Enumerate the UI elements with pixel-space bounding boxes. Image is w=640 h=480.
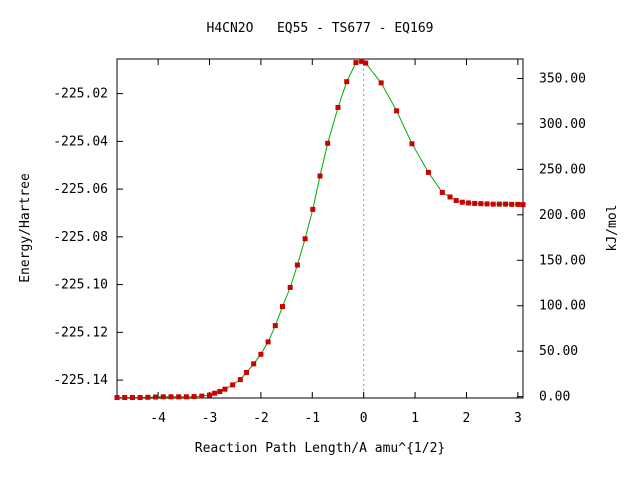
data-point <box>515 201 521 207</box>
data-point <box>244 369 250 375</box>
data-point <box>207 392 213 398</box>
data-point <box>114 395 120 401</box>
data-point <box>310 206 316 212</box>
y2-tick-label: 250.00 <box>539 162 586 177</box>
x-tick-label: -1 <box>304 411 320 426</box>
data-point <box>409 141 415 147</box>
x-axis-label: Reaction Path Length/A amu^{1/2} <box>195 441 445 456</box>
x-tick-label: 1 <box>411 411 419 426</box>
data-point <box>176 394 182 400</box>
data-point <box>378 80 384 86</box>
data-point <box>459 199 465 205</box>
data-point <box>359 58 365 64</box>
data-point <box>279 304 285 310</box>
data-point <box>272 323 278 329</box>
data-point <box>344 79 350 85</box>
x-tick-label: 3 <box>514 411 522 426</box>
y-tick-label: -225.02 <box>53 87 108 102</box>
data-point <box>509 201 515 207</box>
y-tick-label: -225.08 <box>53 230 108 245</box>
data-point <box>168 394 174 400</box>
x-tick-label: -4 <box>150 411 166 426</box>
data-point <box>129 395 135 401</box>
data-point <box>335 104 341 110</box>
data-point <box>237 377 243 383</box>
data-point <box>122 395 128 401</box>
data-point <box>137 395 143 401</box>
y2-tick-labels: 0.00 50.00 100.00 150.00 200.00 250.00 300.00 3… <box>539 71 586 404</box>
y-tick-label: -225.14 <box>53 373 108 388</box>
data-point <box>145 394 151 400</box>
data-point <box>160 394 166 400</box>
y2-tick-label: 100.00 <box>539 299 586 314</box>
y-axis-label: Energy/Hartree <box>18 173 33 283</box>
energy-curve <box>117 60 524 398</box>
x-tick-label: -3 <box>202 411 218 426</box>
data-point <box>212 390 218 396</box>
x-tick-labels: -4 -3 -2 -1 0 1 2 3 <box>150 411 521 426</box>
y-tick-labels: -225.02 -225.04 -225.06 -225.08 -225.10 -225.… <box>53 87 108 388</box>
data-point <box>222 386 228 392</box>
data-point <box>484 201 490 207</box>
data-point <box>447 194 453 200</box>
data-point <box>466 200 472 206</box>
y2-axis-label: kJ/mol <box>605 205 620 252</box>
data-point <box>453 198 459 204</box>
data-point <box>251 361 257 367</box>
data-point <box>153 394 159 400</box>
x-tick-label: -2 <box>253 411 269 426</box>
data-point <box>439 189 445 195</box>
y-tick-label: -225.06 <box>53 182 108 197</box>
chart-title: H4CN2O EQ55 - TS677 - EQ169 <box>207 21 434 36</box>
data-point <box>217 389 223 395</box>
data-point <box>287 284 293 290</box>
y-tick-label: -225.12 <box>53 325 108 340</box>
plot-frame <box>116 58 524 399</box>
axis-ticks <box>117 59 523 398</box>
y2-tick-label: 0.00 <box>539 390 570 405</box>
data-point <box>317 173 323 179</box>
y2-tick-label: 50.00 <box>539 344 578 359</box>
data-point <box>258 351 264 357</box>
x-tick-label: 0 <box>360 411 368 426</box>
data-point <box>183 394 189 400</box>
data-point <box>325 140 331 146</box>
data-point <box>394 108 400 114</box>
data-point <box>302 236 308 242</box>
x-tick-label: 2 <box>463 411 471 426</box>
data-point <box>490 201 496 207</box>
data-point <box>425 169 431 175</box>
data-point <box>294 262 300 268</box>
data-point <box>478 201 484 207</box>
y2-tick-label: 300.00 <box>539 117 586 132</box>
data-point <box>199 393 205 399</box>
data-point <box>496 201 502 207</box>
data-point <box>520 202 526 208</box>
data-point <box>230 382 236 388</box>
data-points <box>114 58 526 401</box>
data-point <box>472 200 478 206</box>
data-point <box>363 60 369 66</box>
y-tick-label: -225.10 <box>53 278 108 293</box>
y-tick-label: -225.04 <box>53 134 108 149</box>
y2-tick-label: 150.00 <box>539 253 586 268</box>
y2-tick-label: 200.00 <box>539 208 586 223</box>
y2-tick-label: 350.00 <box>539 71 586 86</box>
data-point <box>265 339 271 345</box>
data-point <box>191 394 197 400</box>
data-point <box>353 60 359 66</box>
data-point <box>503 201 509 207</box>
